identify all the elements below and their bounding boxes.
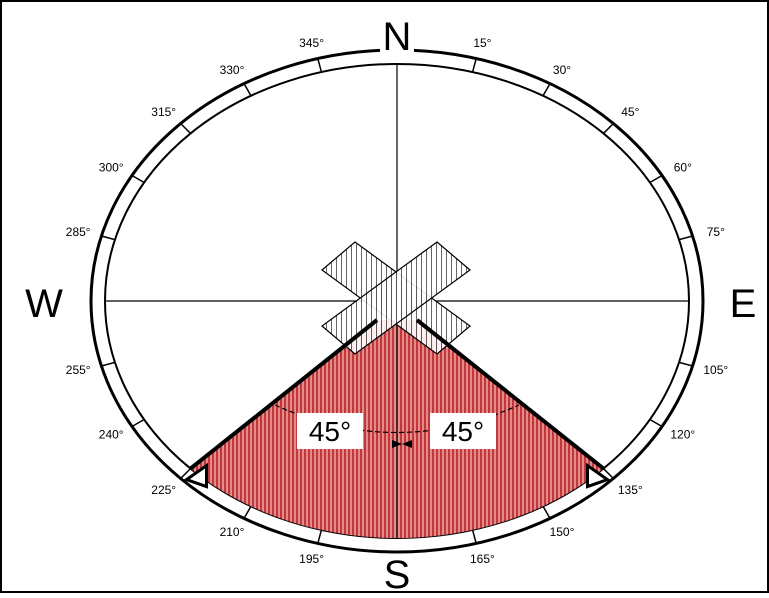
bearing-tick-225 (180, 468, 192, 480)
bearing-label-135: 135° (618, 483, 643, 497)
north-label: N (383, 15, 412, 59)
bearing-label-345: 345° (299, 36, 324, 50)
bearing-tick-315 (180, 122, 192, 134)
bearing-label-45: 45° (621, 105, 639, 119)
bearing-label-240: 240° (99, 428, 124, 442)
bearing-ticks (101, 58, 693, 544)
bearing-tick-165 (471, 529, 477, 544)
sector-edge-225 (189, 318, 379, 471)
angle-label-right: 45° (442, 416, 484, 447)
angle-label-right-box (430, 413, 496, 449)
bearing-tick-195 (317, 529, 323, 544)
bearing-tick-135 (602, 468, 614, 480)
bearing-label-330: 330° (220, 63, 245, 77)
bearing-tick-210 (243, 505, 252, 519)
bearing-tick-330 (243, 83, 252, 97)
bearing-label-255: 255° (66, 363, 91, 377)
west-label: W (25, 282, 63, 326)
bearing-tick-150 (542, 505, 551, 519)
sector-edge-135 (415, 318, 605, 471)
bearing-label-105: 105° (703, 363, 728, 377)
bearing-label-75: 75° (707, 225, 725, 239)
bearing-tick-240 (131, 418, 145, 428)
north-label-bg (380, 14, 414, 54)
bearing-label-60: 60° (674, 161, 692, 175)
bearing-tick-15 (471, 58, 477, 73)
bearing-label-285: 285° (66, 225, 91, 239)
bearing-tick-45 (602, 122, 614, 134)
angle-label-left-box (297, 413, 363, 449)
bearing-label-30: 30° (553, 63, 571, 77)
arrow-marker-135 (586, 462, 611, 489)
center-hatched-cross (321, 241, 471, 355)
bearing-tick-300 (131, 174, 145, 184)
bearing-label-210: 210° (220, 525, 245, 539)
bearing-tick-30 (542, 83, 551, 97)
arrow-marker-225 (183, 462, 208, 489)
bearing-label-165: 165° (470, 552, 495, 566)
bearing-tick-60 (649, 174, 663, 184)
bearing-label-15: 15° (473, 36, 491, 50)
bearing-tick-345 (317, 58, 323, 73)
angle-arc-arrow-right (392, 440, 402, 448)
bearing-labels: 15° 30° 45° 60° 75° 105° 120° 135° 150° 165° 195° 2… (66, 36, 729, 566)
bearing-tick-75 (678, 235, 693, 241)
angle-arc-arrow-left (402, 440, 412, 448)
bearing-tick-105 (678, 361, 693, 367)
bearing-label-120: 120° (670, 428, 695, 442)
bearing-tick-120 (649, 418, 663, 428)
bearing-label-150: 150° (550, 525, 575, 539)
bearing-label-225: 225° (151, 483, 176, 497)
bearing-label-315: 315° (151, 105, 176, 119)
bearing-label-195: 195° (299, 552, 324, 566)
angle-label-left: 45° (309, 416, 351, 447)
bearing-tick-255 (101, 361, 116, 367)
bearing-label-300: 300° (99, 161, 124, 175)
south-label: S (384, 553, 411, 593)
bearing-tick-285 (101, 235, 116, 241)
east-label: E (730, 282, 757, 326)
